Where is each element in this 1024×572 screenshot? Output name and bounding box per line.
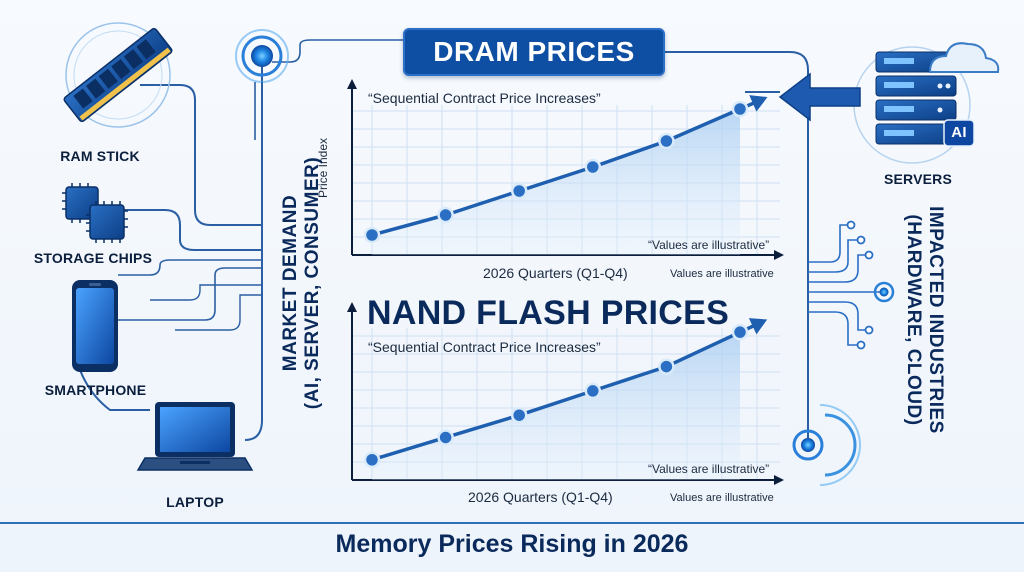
nand-x-axis-label: 2026 Quarters (Q1-Q4) [468,489,613,505]
impacted-industries-line1: IMPACTED INDUSTRIES [925,206,946,434]
dram-point [658,132,675,150]
dram-note-2: Values are illustrative [670,268,774,280]
circuit-nodes [846,220,874,350]
market-demand-line1: MARKET DEMAND [280,194,301,372]
nand-point [731,323,749,341]
storage-chips-icon [62,183,128,243]
dram-area [372,109,740,255]
nand-point [584,382,602,400]
dram-point [584,158,602,176]
smartphone-icon [72,280,118,372]
dram-point [510,182,528,200]
nand-point [437,429,454,446]
ram-stick-label: RAM STICK [60,148,140,164]
nand-series-line [371,330,741,462]
market-demand-line2: (AI, SERVER, CONSUMER) [302,156,323,410]
dram-note: “Values are illustrative” [648,238,770,252]
dram-point [363,226,381,244]
ai-badge: AI [951,124,967,141]
ram-stick-icon [63,22,173,128]
nand-point [363,451,381,468]
inflow-arrow-icon [778,72,861,122]
dram-point [437,206,454,224]
impacted-industries-label: IMPACTED INDUSTRIES (HARDWARE, CLOUD) [902,200,946,440]
dram-y-axis-arrow [347,79,357,89]
nand-point [658,358,675,375]
top-left-node [235,29,289,150]
impacted-industries-line2: (HARDWARE, CLOUD) [903,214,924,426]
laptop-icon [136,402,254,471]
servers-label: SERVERS [883,171,953,187]
dram-point [731,100,749,118]
connector-lines [79,39,809,441]
nand-note-2: Values are illustrative [670,492,774,504]
server-stack-icon [853,42,1000,164]
nand-y-axis-arrow [347,302,357,312]
nand-note: “Values are illustrative” [648,462,770,476]
nand-point [510,406,528,424]
nand-arrow-head [748,318,768,335]
footer-title: Memory Prices Rising in 2026 [335,530,689,558]
footer-divider [0,522,1024,524]
nand-area [372,332,740,480]
laptop-label: LAPTOP [166,494,224,510]
dram-arrow-head [749,95,768,112]
dram-subtitle: “Sequential Contract Price Increases” [368,90,601,106]
storage-chips-label: STORAGE CHIPS [33,250,153,266]
dram-title: DRAM PRICES [403,28,665,76]
nand-x-axis-arrow [774,475,784,485]
smartphone-label: SMARTPHONE [44,382,147,398]
right-glow-node [873,281,895,303]
nand-subtitle: “Sequential Contract Price Increases” [368,339,601,355]
dram-x-axis-label: 2026 Quarters (Q1-Q4) [483,265,628,281]
dram-series-line [371,107,741,237]
nand-title: NAND FLASH PRICES [367,294,730,332]
bottom-right-glow-node [792,404,861,486]
circuit-traces [808,224,882,346]
market-demand-label: MARKET DEMAND (AI, SERVER, CONSUMER) [280,153,324,413]
dram-x-axis-arrow [774,250,784,260]
